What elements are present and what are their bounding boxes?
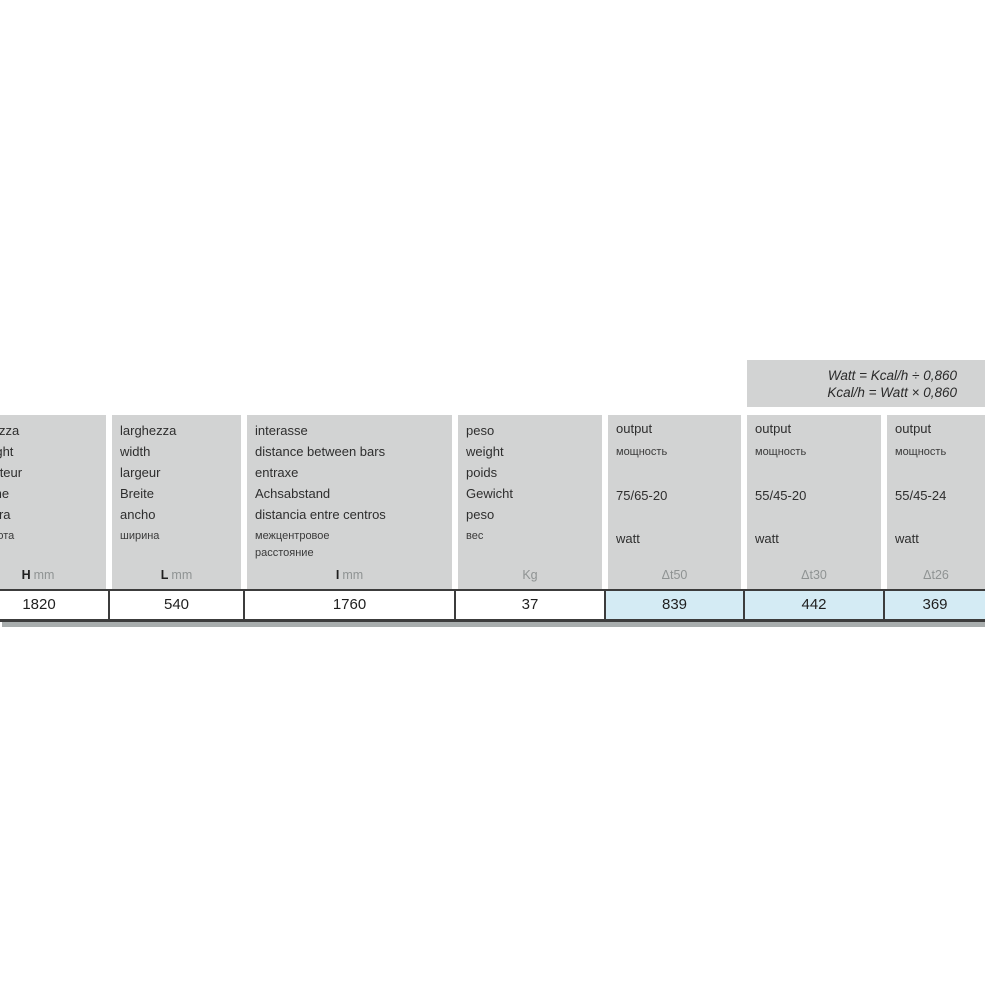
weight-label-en: weight — [466, 444, 504, 459]
output-dt26-label: output — [895, 421, 932, 436]
distance-label-de: Achsabstand — [255, 486, 331, 501]
header-cell-output-dt30: output мощность 55/45-20 watt Δt30 — [747, 415, 881, 589]
distance-label-fr: entraxe — [255, 465, 299, 480]
distance-label-en: distance between bars — [255, 444, 386, 459]
header-cell-distance: interasse distance between bars entraxe … — [247, 415, 452, 589]
value-width: 540 — [108, 591, 243, 619]
header-cell-output-dt26: output мощность 55/45-24 watt Δt26 — [887, 415, 985, 589]
distance-unit-suffix: mm — [342, 568, 364, 582]
height-label-it: altezza — [0, 423, 20, 438]
width-label-es: ancho — [120, 507, 156, 522]
output-dt50-watt-label: watt — [616, 531, 640, 546]
height-label-es: altura — [0, 507, 11, 522]
header-cell-width: larghezza width largeur Breite ancho шир… — [112, 415, 241, 589]
output-dt30-regime: 55/45-20 — [755, 488, 807, 503]
value-output-dt30: 442 — [743, 591, 883, 619]
value-weight: 37 — [454, 591, 604, 619]
width-unit-suffix: mm — [171, 568, 193, 582]
distance-label-it: interasse — [255, 423, 308, 438]
output-dt26-unit-label: Δt26 — [887, 568, 985, 582]
weight-label-de: Gewicht — [466, 486, 513, 501]
height-label-ru: высота — [0, 530, 15, 542]
width-label-ru: ширина — [120, 530, 160, 542]
value-output-dt50: 839 — [604, 591, 743, 619]
height-label-en: height — [0, 444, 14, 459]
width-label-de: Breite — [120, 486, 154, 501]
output-dt50-unit-label: Δt50 — [608, 568, 741, 582]
width-label-it: larghezza — [120, 423, 177, 438]
header-cell-height: altezza height hauteur Höhe altura высот… — [0, 415, 106, 589]
value-distance: 1760 — [243, 591, 454, 619]
formula-kcal-from-watt: Kcal/h = Watt × 0,860 — [827, 384, 957, 400]
formula-watt-from-kcal: Watt = Kcal/h ÷ 0,860 — [827, 367, 957, 383]
header-cell-output-dt50: output мощность 75/65-20 watt Δt50 — [608, 415, 741, 589]
output-dt26-delta: Δt26 — [923, 568, 949, 582]
distance-label-ru: межцентровое расстояние — [255, 530, 330, 559]
output-dt30-label-ru: мощность — [755, 446, 807, 458]
output-dt50-label: output — [616, 421, 653, 436]
header-cell-weight: peso weight poids Gewicht peso вес Kg — [458, 415, 602, 589]
weight-unit-suffix: Kg — [522, 568, 538, 582]
width-label-en: width — [120, 444, 151, 459]
value-output-dt26: 369 — [883, 591, 985, 619]
table-shadow — [2, 622, 985, 627]
output-dt30-watt-label: watt — [755, 531, 779, 546]
output-dt30-delta: Δt30 — [801, 568, 827, 582]
height-unit-letter: H — [21, 568, 31, 582]
output-dt50-regime: 75/65-20 — [616, 488, 668, 503]
output-dt26-label-ru: мощность — [895, 446, 947, 458]
height-unit-suffix: mm — [33, 568, 55, 582]
weight-label-fr: poids — [466, 465, 498, 480]
weight-label-ru: вес — [466, 530, 484, 542]
weight-unit-label: Kg — [458, 568, 602, 582]
weight-label-es: peso — [466, 507, 495, 522]
distance-label-es: distancia entre centros — [255, 507, 386, 522]
value-height: 1820 — [0, 591, 108, 619]
output-dt26-watt-label: watt — [895, 531, 919, 546]
distance-unit-letter: I — [335, 568, 340, 582]
height-label-fr: hauteur — [0, 465, 23, 480]
output-dt50-label-ru: мощность — [616, 446, 668, 458]
conversion-formula-box: Watt = Kcal/h ÷ 0,860 Kcal/h = Watt × 0,… — [747, 360, 985, 407]
width-unit-letter: L — [160, 568, 169, 582]
width-label-fr: largeur — [120, 465, 161, 480]
output-dt30-unit-label: Δt30 — [747, 568, 881, 582]
output-dt30-label: output — [755, 421, 792, 436]
height-label-de: Höhe — [0, 486, 10, 501]
values-row: 1820 540 1760 37 839 442 369 — [0, 589, 985, 622]
weight-label-it: peso — [466, 423, 495, 438]
output-dt50-delta: Δt50 — [661, 568, 688, 582]
output-dt26-regime: 55/45-24 — [895, 488, 947, 503]
